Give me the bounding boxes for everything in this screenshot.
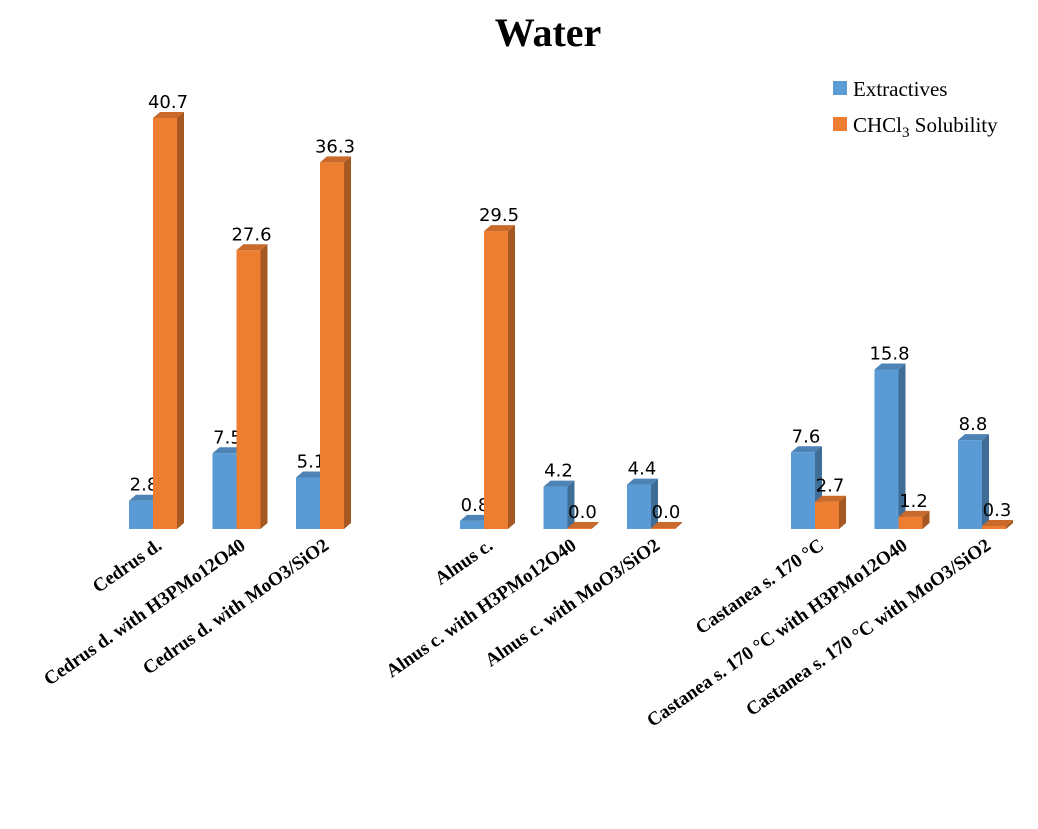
plot-area: 2.8 40.7 7.5 27.6 5.1 36.3 0.8 29.5 4.2 0.0 4.4 0.0… <box>129 92 1013 529</box>
category-label-alnus-c: Alnus c. <box>431 535 497 590</box>
bar-extractives-castanea-s-170-c-with-h3pmo12o40 <box>874 363 906 529</box>
data-label-chcl3-solubility-castanea-s-170-c-with-moo3-sio2: 0.3 <box>983 500 1012 521</box>
legend-swatch-chcl3-solubility <box>833 117 847 131</box>
data-label-chcl3-solubility-castanea-s-170-c-with-h3pmo12o40: 1.2 <box>899 491 928 512</box>
bar-chcl3-solubility-alnus-c-with-moo3-sio2 <box>651 522 682 529</box>
data-label-extractives-castanea-s-170-c-with-moo3-sio2: 8.8 <box>959 414 988 435</box>
data-label-extractives-castanea-s-170-c: 7.6 <box>792 426 821 447</box>
data-label-chcl3-solubility-cedrus-d-with-moo3-sio2: 36.3 <box>315 136 355 157</box>
data-label-extractives-cedrus-d: 2.8 <box>130 475 159 496</box>
data-label-chcl3-solubility-castanea-s-170-c: 2.7 <box>816 476 845 497</box>
bar-chcl3-solubility-cedrus-d-with-moo3-sio2 <box>320 156 351 529</box>
category-labels: Cedrus d.Cedrus d. with H3PMo12O40Cedrus… <box>40 535 995 732</box>
data-label-chcl3-solubility-alnus-c-with-moo3-sio2: 0.0 <box>652 502 681 523</box>
bar-chcl3-solubility-castanea-s-170-c <box>815 495 846 529</box>
bar-chcl3-solubility-cedrus-d-with-h3pmo12o40 <box>236 244 268 529</box>
bar-chcl3-solubility-alnus-c <box>484 225 515 529</box>
data-label-chcl3-solubility-cedrus-d: 40.7 <box>148 92 188 113</box>
bar-chcl3-solubility-castanea-s-170-c-with-moo3-sio2 <box>982 519 1013 529</box>
data-label-extractives-alnus-c: 0.8 <box>461 495 490 516</box>
chart-title: Water <box>495 10 602 55</box>
legend-label-extractives: Extractives <box>853 77 947 101</box>
bar-chcl3-solubility-castanea-s-170-c-with-h3pmo12o40 <box>898 510 930 529</box>
bar-extractives-alnus-c-with-moo3-sio2 <box>627 478 658 529</box>
legend-swatch-extractives <box>833 81 847 95</box>
data-label-extractives-alnus-c-with-moo3-sio2: 4.4 <box>628 459 657 480</box>
data-label-extractives-castanea-s-170-c-with-h3pmo12o40: 15.8 <box>869 343 909 364</box>
data-label-chcl3-solubility-cedrus-d-with-h3pmo12o40: 27.6 <box>231 224 271 245</box>
legend: Extractives CHCl3 Solubility <box>833 77 998 141</box>
data-label-chcl3-solubility-alnus-c: 29.5 <box>479 205 519 226</box>
data-label-chcl3-solubility-alnus-c-with-h3pmo12o40: 0.0 <box>568 502 597 523</box>
bar-chcl3-solubility-cedrus-d <box>153 112 184 529</box>
bar-extractives-castanea-s-170-c-with-moo3-sio2 <box>958 434 989 529</box>
data-label-extractives-cedrus-d-with-h3pmo12o40: 7.5 <box>213 427 242 448</box>
data-label-extractives-cedrus-d-with-moo3-sio2: 5.1 <box>297 451 326 472</box>
legend-label-chcl3-solubility: CHCl3 Solubility <box>853 113 998 141</box>
bar-chcl3-solubility-alnus-c-with-h3pmo12o40 <box>567 522 599 529</box>
data-label-extractives-alnus-c-with-h3pmo12o40: 4.2 <box>544 461 573 482</box>
bar-extractives-alnus-c-with-h3pmo12o40 <box>543 480 575 529</box>
category-label-cedrus-d: Cedrus d. <box>89 535 166 598</box>
